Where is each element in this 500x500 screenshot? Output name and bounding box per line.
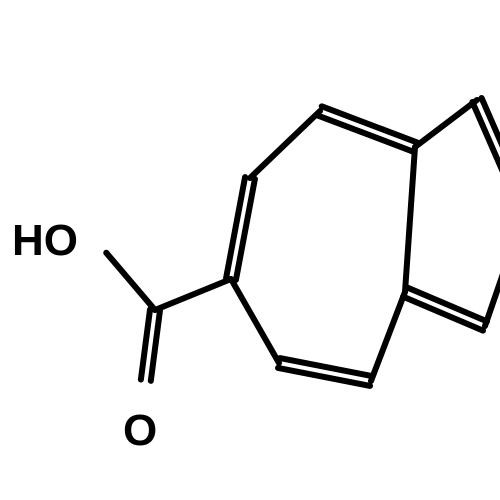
atom-label-oh: HO: [12, 216, 78, 265]
atom-label-odbl: O: [123, 406, 157, 455]
molecule-diagram: HO O: [0, 0, 500, 500]
